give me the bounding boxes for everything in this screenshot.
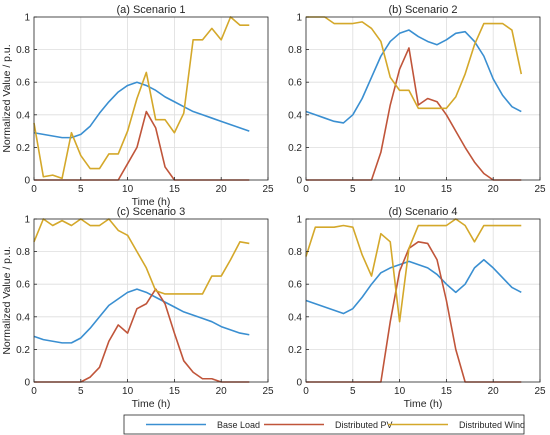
axes-box [33,16,269,181]
series-line-base-load [305,29,522,124]
legend-label-distributed-wind: Distributed Wind [459,420,525,430]
series-line-distributed-wind [33,218,250,295]
x-tick-label: 20 [488,386,500,397]
panel-title: (d) Scenario 4 [388,206,457,218]
axes-box [305,16,541,181]
chart-panel-1: 0 5 10 15 20 25 0 0.2 0.4 0.6 0.8 1 (a) Scenario 1 Ti… [1,4,274,208]
legend-label-base-load: Base Load [217,420,260,430]
x-tick-label: 5 [350,386,356,397]
y-axis-label: Normalized Value / p.u. [1,44,13,152]
legend: Base Load Distributed PV Distributed Win… [123,414,525,435]
x-tick-label: 10 [394,184,406,195]
x-tick-label: 25 [534,184,546,195]
y-tick-label: 0.2 [16,143,30,154]
x-tick-label: 15 [441,184,453,195]
plot-area [306,219,540,382]
x-tick-label: 5 [78,184,84,195]
x-axis-label: Time (h) [404,398,443,410]
series-line-distributed-wind [305,218,522,323]
plot-area [306,17,540,180]
series-line-distributed-wind [306,16,523,110]
x-tick-label: 5 [78,386,84,397]
y-axis-label: Normalized Value / p.u. [1,246,13,354]
series-line-base-load [33,288,250,344]
x-tick-label: 15 [169,184,181,195]
panel-title: (c) Scenario 3 [117,206,185,218]
chart-panel-2: 0 5 10 15 20 25 0 0.2 0.4 0.6 0.8 1 (b) Scenario 2 [288,4,546,195]
axes-box [305,218,541,383]
y-tick-label: 0.8 [288,45,302,56]
y-tick-label: 0.8 [16,45,30,56]
x-tick-label: 15 [169,386,181,397]
y-tick-label: 0.2 [288,143,302,154]
x-tick-label: 25 [262,386,274,397]
x-tick-label: 15 [441,386,453,397]
y-tick-label: 1 [24,215,30,226]
x-tick-label: 25 [534,386,546,397]
y-tick-label: 0 [24,176,30,187]
x-tick-label: 20 [216,184,228,195]
plot-area [34,219,268,382]
x-tick-label: 25 [262,184,274,195]
y-tick-label: 0 [296,176,302,187]
x-tick-label: 20 [488,184,500,195]
y-tick-label: 0.4 [16,110,30,121]
series-line-distributed-wind [33,16,250,180]
x-tick-label: 0 [303,184,309,195]
x-tick-label: 5 [350,184,356,195]
y-tick-label: 0.6 [16,280,30,291]
y-tick-label: 1 [296,13,302,24]
x-tick-label: 10 [122,184,134,195]
axes-box [33,218,269,383]
x-tick-label: 20 [216,386,228,397]
x-tick-label: 0 [31,386,37,397]
y-tick-label: 1 [24,13,30,24]
y-tick-label: 0.4 [288,312,302,323]
y-tick-label: 0.4 [16,312,30,323]
y-tick-label: 0.6 [16,78,30,89]
chart-panel-3: 0 5 10 15 20 25 0 0.2 0.4 0.6 0.8 1 (c) Scenario 3 Ti… [1,206,274,410]
series-line-base-load [305,258,522,315]
y-tick-label: 0.2 [288,345,302,356]
y-tick-label: 0.2 [16,345,30,356]
panel-title: (a) Scenario 1 [116,4,185,16]
y-tick-label: 0 [24,378,30,389]
x-tick-label: 10 [394,386,406,397]
x-axis-label: Time (h) [132,398,171,410]
y-tick-label: 0 [296,378,302,389]
y-tick-label: 0.6 [288,78,302,89]
x-axis-label: Time (h) [132,196,171,208]
chart-panel-4: 0 5 10 15 20 25 0 0.2 0.4 0.6 0.8 1 (d) Scenario 4 Ti… [288,206,546,410]
x-tick-label: 0 [303,386,309,397]
x-tick-label: 0 [31,184,37,195]
y-tick-label: 0.8 [16,247,30,258]
y-tick-label: 0.8 [288,247,302,258]
y-tick-label: 0.6 [288,280,302,291]
y-tick-label: 0.4 [288,110,302,121]
y-tick-label: 1 [296,215,302,226]
panel-title: (b) Scenario 2 [388,4,457,16]
legend-label-distributed-pv: Distributed PV [335,420,393,430]
x-tick-label: 10 [122,386,134,397]
